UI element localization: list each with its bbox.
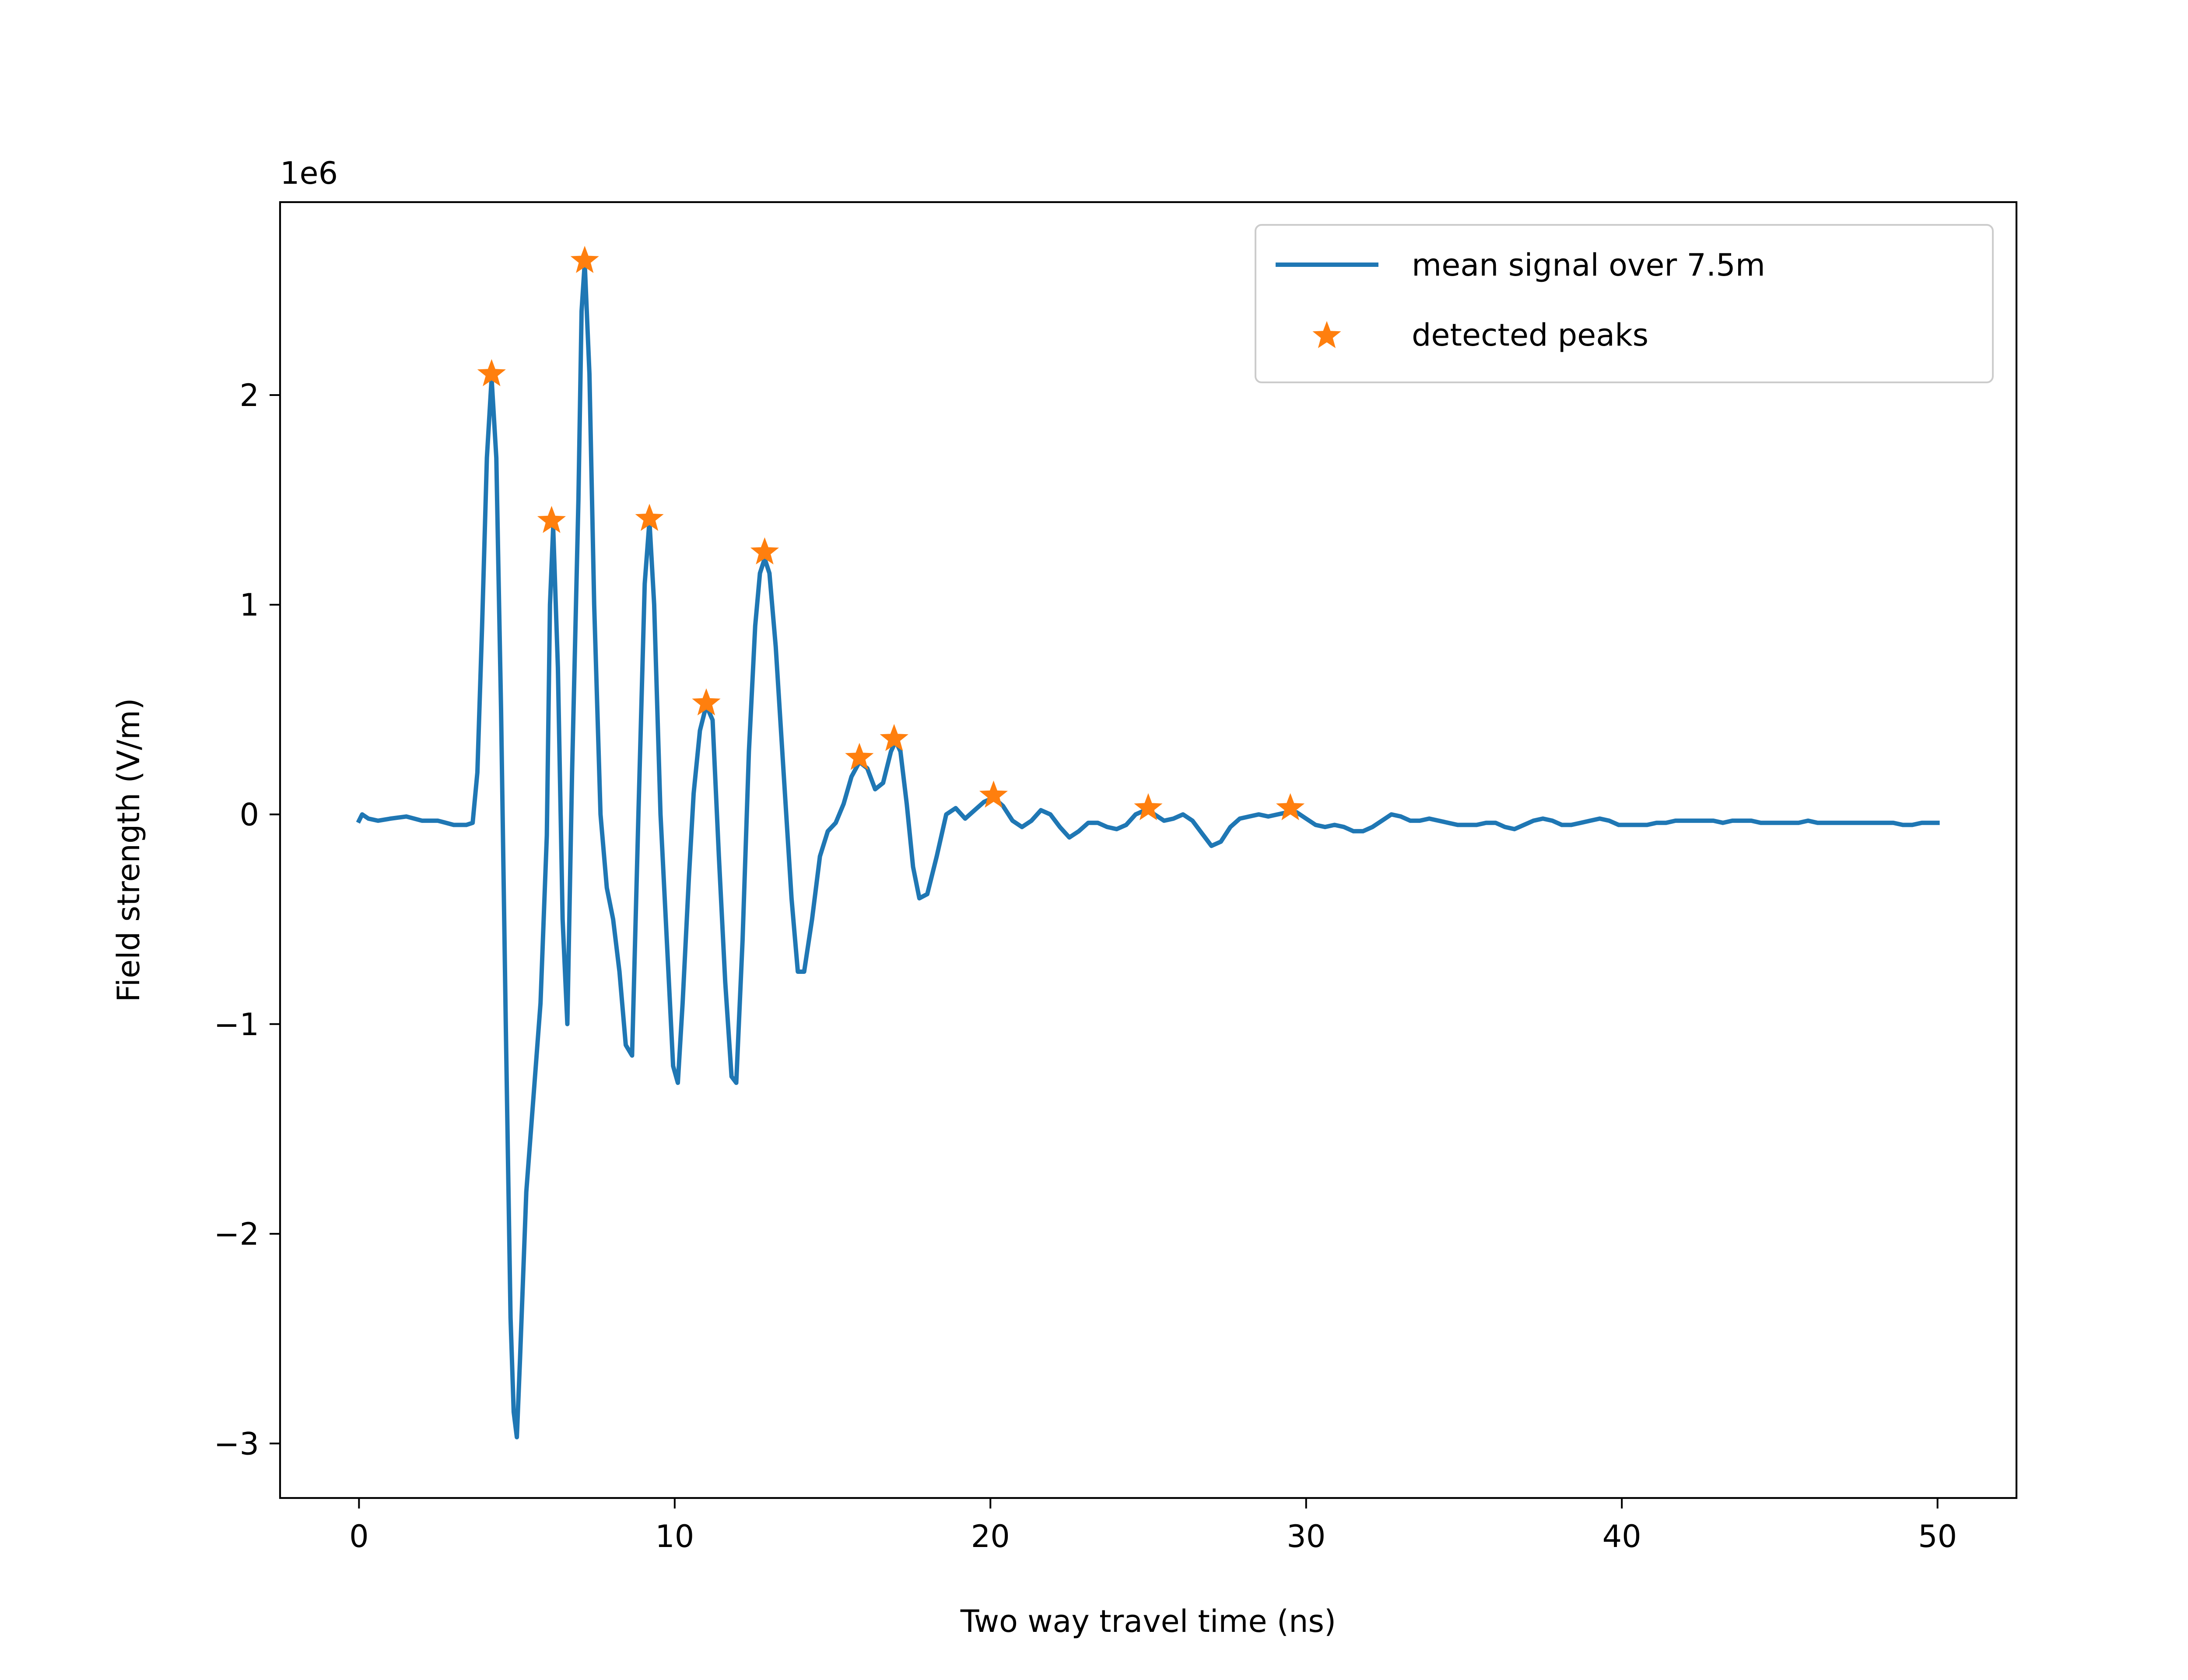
legend-label-mean-signal: mean signal over 7.5m [1412,247,1765,283]
x-tick-label: 10 [655,1519,694,1554]
x-tick-label: 0 [349,1519,369,1554]
x-tick-label: 40 [1602,1519,1641,1554]
peak-marker [880,724,908,751]
peak-marker [537,506,566,533]
y-tick-label: −3 [214,1426,259,1462]
series-line-mean-signal [356,261,1940,1439]
marker-layer [477,245,1305,820]
y-tick-label: 1 [239,587,259,623]
y-axis-offset-label: 1e6 [280,155,338,191]
series-layer [356,261,1940,1439]
legend-label-detected-peaks: detected peaks [1412,317,1648,353]
peak-marker [845,742,874,770]
x-axis-ticks: 0 10 20 30 40 50 [349,1498,1957,1554]
legend-box [1255,224,1994,383]
x-axis-label: Two way travel time (ns) [960,1603,1336,1639]
plot-area [279,201,2018,1499]
peak-marker [635,504,664,531]
legend-star-swatch [1312,321,1341,348]
y-tick-label: −2 [214,1216,259,1252]
axes-frame [279,201,2018,1499]
x-tick-label: 50 [1918,1519,1957,1554]
y-tick-label: 2 [239,378,259,413]
x-tick-label: 20 [971,1519,1010,1554]
x-tick-label: 30 [1287,1519,1325,1554]
y-tick-label: −1 [214,1007,259,1043]
peak-marker [477,359,506,386]
peak-marker [1276,793,1305,820]
peak-marker [570,245,599,273]
peak-marker [750,537,779,565]
legend: mean signal over 7.5m detected peaks [1255,224,1994,383]
y-axis-ticks: −3 −2 −1 0 1 2 [214,378,280,1462]
peak-marker [1134,793,1163,820]
peak-marker [692,688,721,716]
y-axis-label: Field strength (V/m) [111,698,147,1002]
y-tick-label: 0 [239,797,259,833]
peak-marker [979,780,1008,808]
